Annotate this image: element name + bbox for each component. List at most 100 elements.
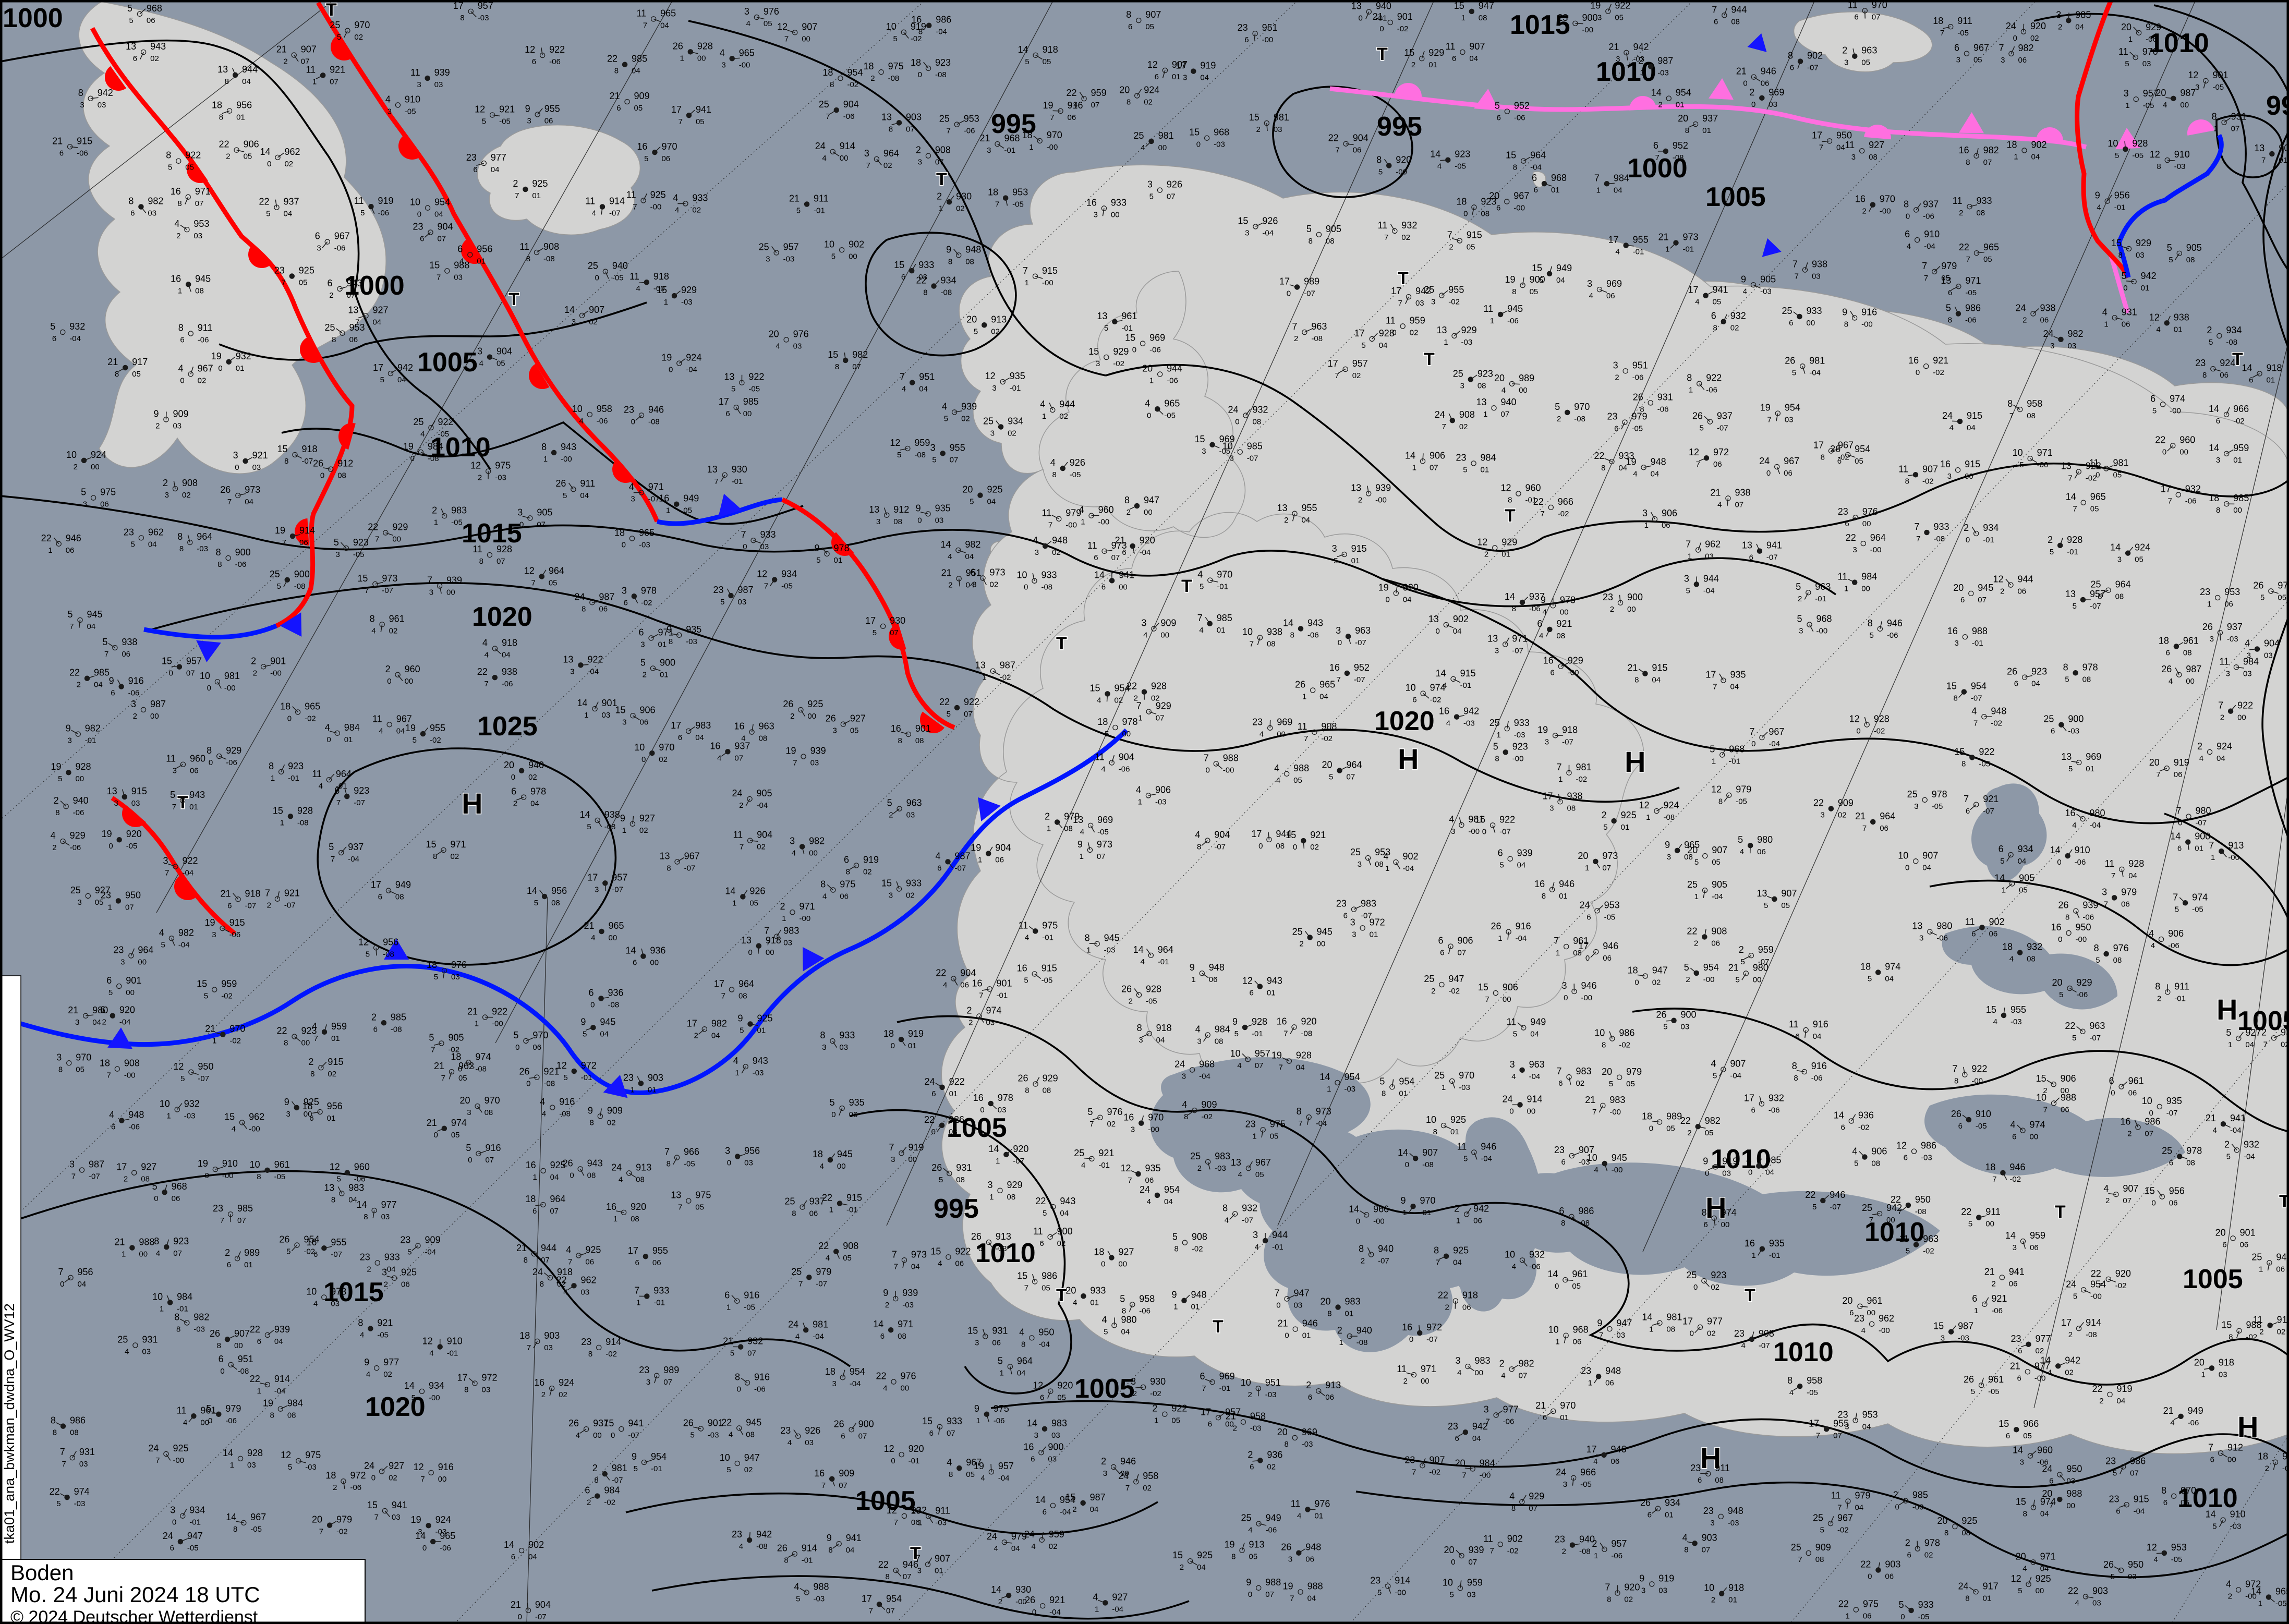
svg-text:15: 15 [357,573,368,584]
svg-text:967: 967 [250,1512,266,1522]
svg-text:918: 918 [302,444,318,454]
svg-text:22: 22 [1687,926,1697,936]
svg-text:941: 941 [1119,569,1134,580]
svg-text:07: 07 [1156,714,1165,723]
svg-text:907: 907 [1422,1147,1438,1158]
svg-text:01: 01 [477,257,486,265]
svg-text:04: 04 [1855,1504,1863,1512]
svg-text:932: 932 [747,1336,763,1347]
svg-text:-06: -06 [1769,1106,1780,1114]
svg-text:943: 943 [150,41,166,52]
svg-text:1: 1 [1191,975,1195,984]
svg-text:7: 7 [1275,1288,1280,1299]
svg-text:922: 922 [587,654,603,664]
svg-text:-08: -08 [604,822,616,831]
svg-text:-00: -00 [270,669,282,677]
svg-text:06: 06 [349,335,358,344]
svg-text:920: 920 [119,1005,135,1015]
svg-text:959: 959 [2233,443,2249,453]
svg-text:24: 24 [148,1443,159,1453]
svg-text:-03: -03 [1463,719,1475,728]
svg-text:4: 4 [1852,1146,1857,1157]
svg-text:915: 915 [1965,459,1980,469]
svg-text:26: 26 [683,1417,694,1428]
svg-text:-02: -02 [604,1498,615,1507]
svg-text:21: 21 [427,1118,437,1128]
svg-text:4: 4 [566,1244,571,1255]
svg-text:2: 2 [1152,1403,1157,1414]
svg-text:0: 0 [1276,1301,1280,1310]
svg-text:00: 00 [438,1475,447,1484]
svg-text:922: 922 [1171,1403,1187,1414]
svg-text:925: 925 [650,189,666,200]
svg-text:1: 1 [989,1193,994,1202]
svg-text:19: 19 [275,525,285,536]
svg-text:21: 21 [789,193,800,204]
svg-text:-07: -07 [816,1279,827,1288]
svg-text:900: 900 [1681,1010,1697,1020]
svg-text:8: 8 [179,544,184,553]
svg-text:02: 02 [328,1070,336,1078]
svg-text:0: 0 [2057,858,2061,867]
svg-text:8: 8 [540,1280,544,1289]
svg-text:-04: -04 [1199,1072,1210,1081]
svg-text:6: 6 [1208,1420,1212,1428]
svg-text:1: 1 [1558,775,1563,784]
svg-text:925: 925 [757,1013,773,1024]
svg-text:26: 26 [210,1328,220,1339]
svg-text:5: 5 [329,842,334,852]
svg-text:3: 3 [1510,1059,1515,1070]
svg-text:T: T [1213,1317,1224,1337]
svg-text:11: 11 [1831,1490,1841,1501]
svg-text:7: 7 [1973,719,1978,728]
svg-text:9: 9 [620,813,625,823]
svg-text:5: 5 [970,498,974,506]
svg-text:04: 04 [1885,974,1894,983]
svg-text:-02: -02 [2115,1281,2127,1290]
svg-text:1005: 1005 [417,347,478,378]
svg-text:931: 931 [2231,112,2247,122]
svg-text:-03: -03 [1104,946,1116,955]
svg-text:08: 08 [2183,648,2192,657]
svg-text:4: 4 [1383,851,1388,862]
svg-text:06: 06 [2017,587,2026,596]
svg-text:7: 7 [1024,1283,1028,1292]
svg-text:1: 1 [1461,14,1465,22]
svg-text:933: 933 [1514,718,1530,728]
svg-text:0: 0 [1356,1217,1360,1226]
svg-text:5: 5 [887,798,892,808]
svg-text:955: 955 [544,103,560,114]
svg-text:21: 21 [434,1061,444,1071]
svg-text:02: 02 [639,826,648,835]
svg-text:937: 937 [734,741,750,751]
svg-text:934: 934 [1008,416,1023,426]
svg-text:22: 22 [1438,1290,1448,1301]
svg-text:4: 4 [2072,821,2076,830]
svg-text:7: 7 [515,191,519,200]
svg-text:7: 7 [643,21,647,30]
svg-text:15: 15 [615,705,625,715]
svg-text:18: 18 [1860,961,1871,972]
svg-text:08: 08 [1276,842,1285,851]
svg-text:11: 11 [1507,1017,1517,1027]
svg-text:12: 12 [1147,59,1158,70]
svg-text:3: 3 [1845,1423,1849,1432]
svg-text:949: 949 [1266,1513,1281,1523]
svg-text:940: 940 [612,261,628,271]
svg-text:7: 7 [798,1279,803,1288]
svg-text:2: 2 [155,421,160,430]
svg-text:2: 2 [2105,1196,2110,1205]
svg-text:8: 8 [918,28,923,37]
svg-text:906: 906 [640,705,656,715]
svg-text:08: 08 [1567,804,1576,813]
svg-text:17: 17 [719,396,729,407]
svg-text:912: 912 [893,504,909,515]
svg-text:6: 6 [929,1429,934,1438]
svg-text:2: 2 [2058,22,2062,31]
svg-text:907: 907 [1712,845,1727,855]
svg-text:6: 6 [1614,425,1618,433]
svg-text:7: 7 [1999,43,2004,53]
svg-text:11: 11 [1789,1019,1799,1029]
svg-text:22: 22 [916,275,927,286]
svg-text:6: 6 [1790,64,1794,72]
